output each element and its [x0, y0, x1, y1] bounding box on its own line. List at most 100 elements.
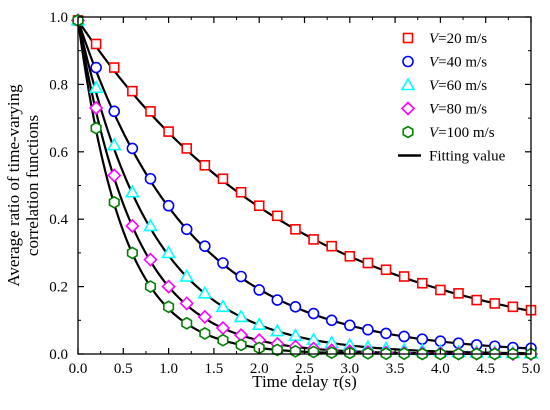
x-tick-label: 0.0	[69, 361, 88, 377]
data-point	[453, 288, 464, 299]
data-point	[253, 284, 266, 296]
data-point	[416, 277, 428, 289]
x-tick-label: 0.5	[114, 361, 133, 377]
data-point	[161, 279, 176, 294]
data-point	[507, 301, 519, 313]
data-point	[290, 224, 301, 235]
data-point	[179, 296, 194, 311]
legend-label-value: =20 m/s	[438, 31, 487, 47]
data-point	[107, 168, 122, 183]
y-tick-label: 0.8	[49, 77, 68, 93]
legend-label-series-2: V=40 m/s	[429, 55, 487, 71]
x-tick-label: 2.5	[295, 361, 314, 377]
data-point	[217, 173, 229, 185]
data-point	[235, 270, 247, 283]
x-axis-title-unit: (s)	[339, 372, 357, 391]
data-point	[235, 338, 247, 352]
data-point	[199, 240, 211, 252]
data-point	[380, 327, 392, 340]
x-tick-label: 4.5	[476, 361, 495, 377]
x-tick-label: 3.5	[386, 361, 405, 377]
legend-label-symbol: V	[429, 78, 440, 94]
data-point	[289, 301, 302, 313]
data-point	[269, 323, 285, 337]
data-point	[145, 106, 156, 117]
y-tick-label: 0.4	[49, 212, 68, 228]
legend-marker-series-1	[402, 32, 414, 44]
legend-label-series-3: V=60 m/s	[429, 78, 487, 94]
data-point	[180, 223, 193, 236]
data-point	[308, 234, 319, 245]
y-tick-label: 0.6	[49, 145, 68, 161]
data-point	[362, 257, 374, 269]
data-point	[271, 294, 284, 306]
data-point	[127, 85, 138, 97]
data-point	[88, 80, 104, 94]
legend-label-symbol: V	[429, 31, 440, 47]
data-point	[398, 330, 410, 343]
y-tick-label: 1.0	[49, 10, 68, 26]
legend-label-value: =40 m/s	[438, 55, 487, 71]
legend-label-symbol: V	[429, 125, 440, 141]
legend-label-series-4: V=80 m/s	[429, 102, 487, 118]
data-point	[199, 327, 211, 340]
data-point	[362, 323, 374, 336]
legend-label-value: =60 m/s	[438, 78, 487, 94]
data-point	[199, 159, 211, 171]
data-point	[88, 100, 104, 116]
x-tick-label: 5.0	[522, 361, 541, 377]
data-point	[90, 121, 102, 135]
data-point	[235, 186, 247, 198]
legend-marker-series-5	[402, 125, 414, 139]
data-point	[344, 250, 356, 262]
data-point	[435, 284, 446, 296]
data-point	[398, 271, 410, 282]
legend-marker-series-2	[402, 55, 414, 68]
x-tick-label: 1.5	[205, 361, 224, 377]
data-point	[144, 172, 157, 185]
data-point	[125, 218, 140, 234]
data-point	[215, 320, 231, 336]
y-axis-title-line-2: correlation functions	[23, 115, 42, 256]
x-axis-title-symbol: τ	[333, 372, 340, 391]
data-point	[217, 333, 229, 347]
data-point	[126, 142, 139, 155]
legend-label-series-5: V=100 m/s	[429, 125, 495, 141]
data-point	[108, 105, 121, 118]
data-point	[163, 300, 175, 314]
y-tick-label: 0.2	[49, 280, 68, 296]
data-point	[108, 195, 120, 209]
y-tick-label: 0.0	[49, 347, 68, 363]
data-point	[161, 245, 176, 259]
data-point	[106, 137, 122, 151]
data-point	[233, 309, 249, 323]
legend-marker-series-3	[400, 77, 416, 91]
y-axis-title-line-1: Average ratio of time-varying	[4, 84, 23, 287]
legend-label-symbol: V	[429, 102, 440, 118]
legend-fit-label: Fitting value	[429, 149, 506, 165]
x-tick-label: 1.0	[159, 361, 178, 377]
legend-label-series-1: V=20 m/s	[429, 31, 487, 47]
data-point	[326, 240, 337, 252]
y-axis-title: Average ratio of time-varying correlatio…	[4, 84, 42, 287]
data-point	[197, 309, 212, 325]
data-point	[307, 307, 320, 320]
data-point	[326, 346, 338, 360]
data-point	[181, 316, 193, 330]
legend-items: V=20 m/sV=40 m/sV=60 m/sV=80 m/sV=100 m/…	[400, 31, 495, 141]
data-point	[253, 200, 265, 212]
x-axis-title: Time delay τ(s)	[252, 372, 357, 391]
data-point	[362, 346, 374, 360]
data-point	[181, 143, 193, 154]
legend-marker-series-4	[400, 101, 416, 116]
data-point	[90, 38, 102, 50]
data-point	[90, 61, 102, 74]
x-tick-label: 4.0	[431, 361, 450, 377]
data-point	[143, 252, 158, 267]
data-point	[215, 299, 231, 313]
data-point	[144, 280, 157, 294]
x-tick-label: 3.0	[340, 361, 359, 377]
data-point	[343, 319, 356, 332]
data-point	[163, 126, 174, 137]
data-point	[217, 257, 229, 269]
